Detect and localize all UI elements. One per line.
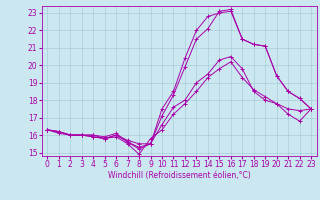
X-axis label: Windchill (Refroidissement éolien,°C): Windchill (Refroidissement éolien,°C): [108, 171, 251, 180]
